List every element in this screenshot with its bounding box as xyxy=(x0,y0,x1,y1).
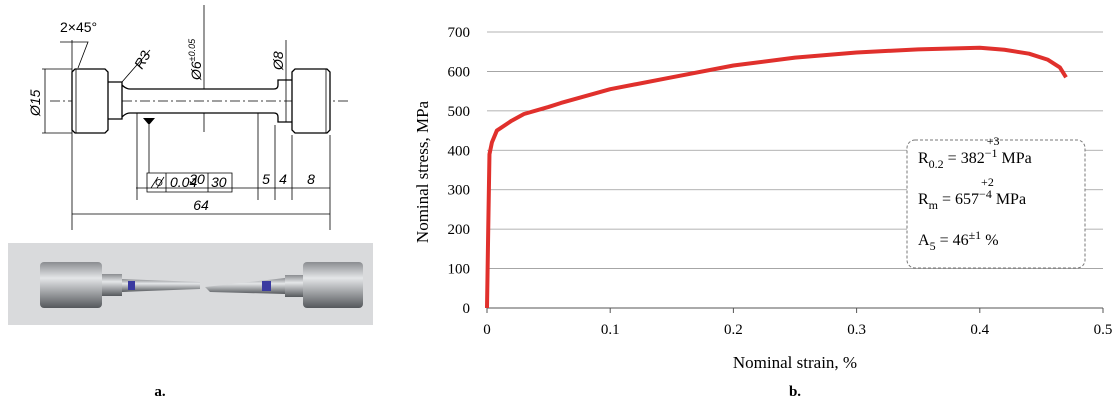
annotation-main: R xyxy=(918,191,929,208)
dimension-label: 64 xyxy=(193,197,209,213)
panel-label: b. xyxy=(789,384,801,400)
x-tick-label: 0.3 xyxy=(847,322,866,338)
annotation-unit: % xyxy=(981,232,998,249)
y-tick-label: 0 xyxy=(463,301,471,317)
neck-diameter: Ø6±0.05 xyxy=(187,38,204,81)
annotation-upper: +3 xyxy=(987,134,1000,148)
annotation-main: R xyxy=(918,150,929,167)
step-diameter: Ø8 xyxy=(270,51,286,71)
annotation-unit: MPa xyxy=(997,150,1031,167)
annotation-sub: 0.2 xyxy=(929,157,944,171)
y-axis-label: Nominal stress, MPa xyxy=(413,100,432,243)
y-tick-label: 300 xyxy=(448,183,471,199)
dimension-label: 4 xyxy=(279,171,287,187)
figure: 2×45° R3 Ø6±0.05 Ø8 Ø15 0.04 30 30 5 4 8… xyxy=(0,0,1117,403)
dimension-label: 8 xyxy=(307,171,315,187)
x-axis-label: Nominal strain, % xyxy=(733,353,857,372)
specimen-photo xyxy=(8,243,373,325)
x-tick-label: 0.4 xyxy=(970,322,989,338)
annotation-value: = 657 xyxy=(938,191,979,208)
y-tick-label: 200 xyxy=(448,222,471,238)
cylindricity-symbol xyxy=(151,177,164,188)
panel-label: a. xyxy=(154,384,166,400)
x-tick-label: 0.5 xyxy=(1094,322,1113,338)
dimension-label: 5 xyxy=(262,171,270,187)
x-tick-label: 0.1 xyxy=(601,322,620,338)
chamfer-label: 2×45° xyxy=(60,19,97,35)
annotation-upper: +2 xyxy=(981,175,994,189)
tolerance-length: 30 xyxy=(211,174,227,190)
y-tick-label: 400 xyxy=(448,143,471,159)
y-tick-label: 600 xyxy=(448,64,471,80)
annotation-unit: MPa xyxy=(992,191,1026,208)
datum-triangle xyxy=(143,118,155,125)
dimension-label: 30 xyxy=(189,171,205,187)
annotation-value: = 46 xyxy=(936,232,969,249)
x-tick-label: 0 xyxy=(483,322,491,338)
chart: Nominal stress, MPa Nominal strain, % 0 1… xyxy=(413,25,1112,372)
annotation-lower: −4 xyxy=(979,187,992,201)
annotation-main: A xyxy=(918,232,930,249)
y-tick-label: 500 xyxy=(448,104,471,120)
technical-drawing: 2×45° R3 Ø6±0.05 Ø8 Ø15 0.04 30 30 5 4 8… xyxy=(27,5,350,230)
annotation-value: = 382 xyxy=(944,150,985,167)
head-diameter: Ø15 xyxy=(27,89,43,117)
annotation-upper: ±1 xyxy=(969,228,982,242)
y-tick-label: 100 xyxy=(448,262,471,278)
x-tick-label: 0.2 xyxy=(724,322,743,338)
annotation-lower: −1 xyxy=(985,146,998,160)
y-tick-label: 700 xyxy=(448,25,471,41)
